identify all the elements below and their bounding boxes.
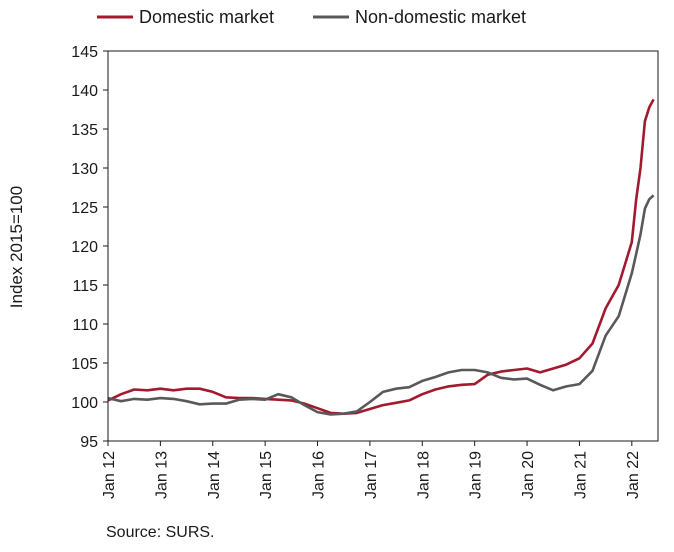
legend-label: Non-domestic market: [355, 7, 526, 27]
x-tick-label: Jan 12: [101, 451, 118, 499]
y-tick-label: 115: [72, 278, 98, 295]
x-tick-label: Jan 19: [468, 451, 485, 499]
series-layer: [107, 98, 655, 416]
y-tick-label: 120: [71, 239, 98, 256]
x-tick-label: Jan 18: [415, 451, 432, 499]
series-line-domestic: [107, 98, 655, 415]
y-tick-label: 95: [80, 434, 98, 451]
y-tick-label: 135: [71, 122, 98, 139]
y-tick-label: 110: [72, 317, 98, 334]
source-note: Source: SURS.: [106, 524, 215, 541]
x-tick-label: Jan 16: [311, 451, 328, 499]
y-axis: 95 100 105 110 115 120 125 130 135 140 145: [71, 44, 108, 451]
series-line-non-domestic: [107, 194, 655, 416]
x-tick-label: Jan 17: [363, 451, 380, 499]
y-tick-label: 105: [71, 356, 98, 373]
y-tick-label: 140: [71, 83, 98, 100]
y-tick-label: 145: [71, 44, 98, 61]
x-tick-label: Jan 13: [153, 451, 170, 499]
y-tick-label: 130: [71, 161, 98, 178]
plot-frame: [107, 50, 659, 442]
y-axis-title: Index 2015=100: [7, 186, 26, 308]
x-tick-label: Jan 15: [258, 451, 275, 499]
x-tick-label: Jan 20: [520, 451, 537, 499]
y-tick-label: 100: [71, 395, 98, 412]
line-chart: Domestic market Non-domestic market Index…: [7, 7, 659, 499]
x-tick-label: Jan 21: [572, 451, 589, 499]
x-tick-label: Jan 22: [625, 451, 642, 499]
legend: Domestic market Non-domestic market: [97, 7, 526, 27]
x-axis: Jan 12 Jan 13 Jan 14 Jan 15 Jan 16 Jan 17 Jan …: [101, 441, 642, 499]
y-tick-label: 125: [71, 200, 98, 217]
x-tick-label: Jan 14: [206, 451, 223, 499]
legend-label: Domestic market: [139, 7, 274, 27]
